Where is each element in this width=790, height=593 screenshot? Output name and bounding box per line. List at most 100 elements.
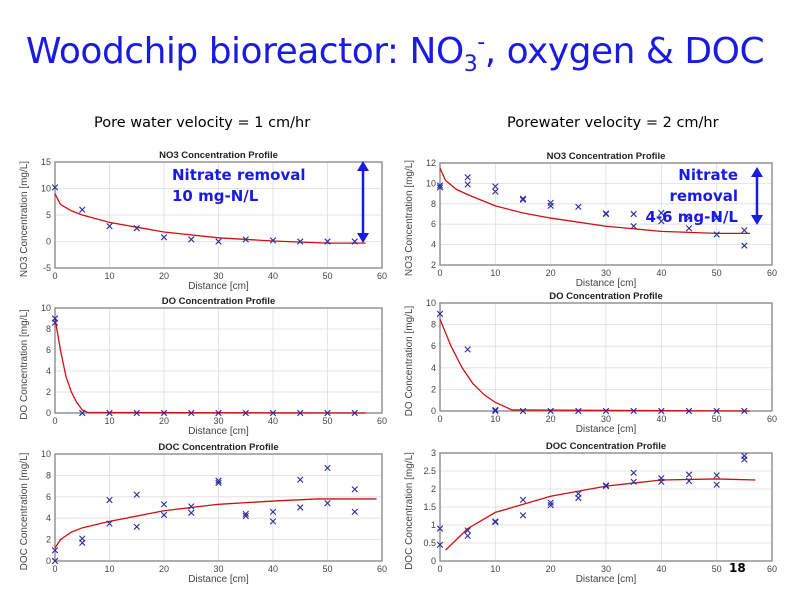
data-point — [602, 482, 610, 490]
x-axis-label: Distance [cm] — [188, 426, 249, 437]
x-tick-label: 50 — [712, 564, 722, 574]
y-axis-label: DO Concentration [mg/L] — [404, 305, 415, 416]
y-tick-label: 3 — [431, 448, 436, 458]
y-tick-label: 2 — [431, 260, 436, 270]
y-tick-label: 0 — [431, 556, 436, 566]
data-point — [324, 464, 331, 472]
data-point — [685, 225, 693, 232]
data-point — [106, 222, 113, 230]
data-point — [630, 210, 637, 218]
title-subscript: 3 — [463, 52, 478, 77]
data-point — [324, 409, 331, 417]
x-tick-label: 40 — [656, 268, 666, 278]
y-tick-label: 5 — [46, 210, 51, 220]
fit-curve — [54, 193, 366, 244]
x-tick-label: 10 — [490, 564, 500, 574]
data-point — [436, 182, 444, 189]
x-tick-label: 0 — [437, 564, 442, 574]
x-tick-label: 20 — [159, 564, 169, 574]
data-point — [351, 238, 358, 245]
arrow-head-up — [751, 167, 763, 177]
data-point — [351, 486, 358, 493]
y-axis-label: NO3 Concentration [mg/L] — [19, 161, 30, 277]
y-tick-label: 6 — [46, 345, 51, 355]
data-point — [741, 407, 748, 415]
x-tick-label: 0 — [52, 416, 57, 426]
data-point — [741, 242, 748, 249]
fit-curve — [439, 318, 750, 412]
y-axis-label: DO Concentration [mg/L] — [19, 309, 30, 420]
data-point — [324, 238, 331, 245]
x-tick-label: 0 — [437, 414, 442, 424]
double-arrow — [751, 167, 763, 225]
y-tick-label: 10 — [41, 303, 51, 313]
right-annotation-line2: 4-6 mg-N/L — [645, 208, 738, 226]
data-point — [713, 472, 720, 479]
data-point — [547, 202, 554, 210]
y-tick-label: 2 — [431, 384, 436, 394]
chart-title: DOC Concentration Profile — [546, 441, 666, 452]
x-tick-label: 20 — [159, 271, 169, 281]
y-tick-label: 10 — [41, 184, 51, 194]
data-point — [741, 456, 748, 463]
y-tick-label: 6 — [431, 341, 436, 351]
data-point — [242, 409, 249, 417]
page-number: 18 — [729, 561, 746, 575]
data-point — [519, 195, 527, 202]
data-point — [269, 409, 277, 417]
y-tick-label: 0 — [431, 406, 436, 416]
data-point — [464, 174, 471, 181]
data-point — [436, 525, 444, 532]
data-point — [630, 478, 637, 485]
x-tick-label: 30 — [213, 564, 223, 574]
data-point — [242, 236, 249, 243]
data-point — [492, 406, 499, 414]
data-point — [464, 532, 471, 539]
x-tick-label: 30 — [213, 416, 223, 426]
left-annotation-line2: 10 mg-N/L — [172, 187, 259, 205]
title-superscript: - — [477, 30, 485, 55]
data-point — [575, 494, 582, 502]
plot-frame — [439, 162, 773, 266]
y-tick-label: 4 — [431, 240, 436, 250]
y-axis-label: NO3 Concentration [mg/L] — [404, 160, 415, 276]
data-point — [297, 238, 304, 245]
data-point — [519, 196, 527, 203]
data-point — [547, 407, 554, 415]
x-axis-label: Distance [cm] — [188, 574, 249, 585]
data-point — [324, 500, 331, 507]
data-point — [602, 407, 610, 415]
x-tick-label: 20 — [546, 414, 556, 424]
y-tick-label: 6 — [46, 492, 51, 502]
x-tick-label: 0 — [52, 271, 57, 281]
data-point — [215, 409, 222, 417]
data-point — [51, 547, 59, 554]
chart-title: DO Concentration Profile — [162, 296, 275, 307]
y-tick-label: 0 — [46, 556, 51, 566]
data-point — [519, 407, 527, 415]
y-tick-label: -5 — [43, 263, 51, 273]
data-point — [79, 535, 86, 542]
left-heading: Pore water velocity = 1 cm/hr — [94, 115, 311, 131]
y-tick-label: 0.5 — [423, 538, 436, 548]
data-point — [464, 181, 471, 188]
y-tick-label: 10 — [426, 298, 436, 308]
x-tick-label: 20 — [546, 268, 556, 278]
plot-frame — [439, 452, 773, 562]
chart-title: NO3 Concentration Profile — [547, 151, 666, 162]
data-point — [713, 481, 720, 488]
y-tick-label: 0 — [46, 408, 51, 418]
data-point — [464, 527, 471, 534]
data-point — [297, 409, 304, 417]
chart-title: NO3 Concentration Profile — [159, 150, 278, 161]
data-point — [602, 210, 610, 217]
data-point — [51, 557, 59, 565]
fit-curve — [439, 167, 750, 235]
data-point — [575, 203, 582, 211]
y-tick-label: 8 — [46, 324, 51, 334]
y-tick-label: 2 — [46, 387, 51, 397]
x-tick-label: 30 — [213, 271, 223, 281]
data-point — [630, 223, 637, 230]
x-tick-label: 50 — [322, 416, 332, 426]
